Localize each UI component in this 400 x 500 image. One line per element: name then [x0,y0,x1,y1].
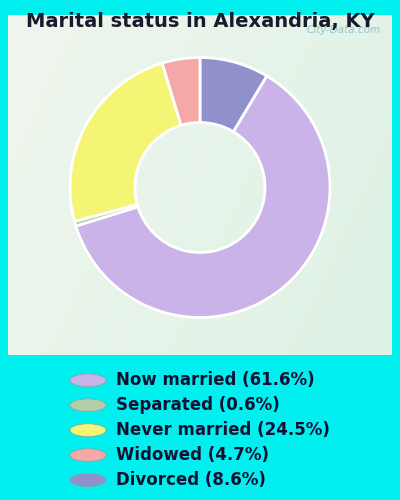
Wedge shape [74,204,138,226]
Text: Now married (61.6%): Now married (61.6%) [116,372,315,390]
Text: Divorced (8.6%): Divorced (8.6%) [116,471,266,489]
Circle shape [70,424,106,436]
Wedge shape [76,76,330,318]
Wedge shape [70,63,181,222]
Circle shape [70,374,106,386]
Circle shape [70,399,106,411]
Text: Widowed (4.7%): Widowed (4.7%) [116,446,269,464]
Text: Separated (0.6%): Separated (0.6%) [116,396,280,414]
Circle shape [70,474,106,486]
Circle shape [70,448,106,462]
Text: City-Data.com: City-Data.com [306,25,380,35]
Wedge shape [162,58,200,126]
Wedge shape [200,58,267,132]
Text: Never married (24.5%): Never married (24.5%) [116,421,330,439]
Text: Marital status in Alexandria, KY: Marital status in Alexandria, KY [26,12,374,32]
